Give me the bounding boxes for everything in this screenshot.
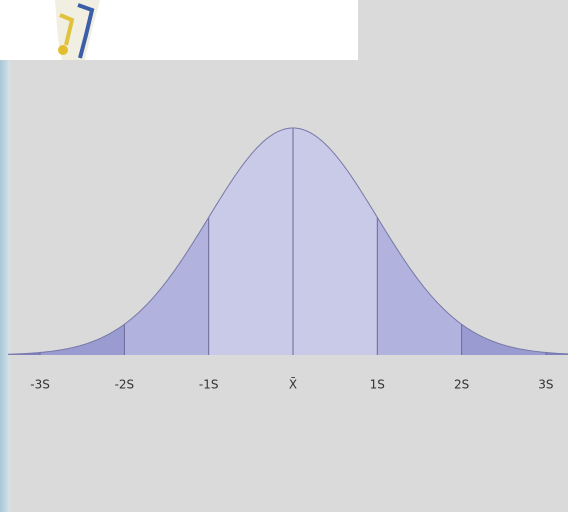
side-strip xyxy=(0,60,10,512)
header-panel xyxy=(0,0,358,60)
axis-label: -3S xyxy=(30,378,50,392)
axis-label: -2S xyxy=(115,378,135,392)
axis-label: 1S xyxy=(370,378,385,392)
axis-label: 2S xyxy=(454,378,469,392)
axis-label: X̄ xyxy=(289,377,297,391)
diagram: -3S -2S -1S X̄ 1S 2S 3S xyxy=(0,0,568,512)
axis-label: -1S xyxy=(199,378,219,392)
page: {"diagram": {"labels": ["-3S", "-2S", "-… xyxy=(0,0,568,512)
axis-label: 3S xyxy=(538,378,553,392)
